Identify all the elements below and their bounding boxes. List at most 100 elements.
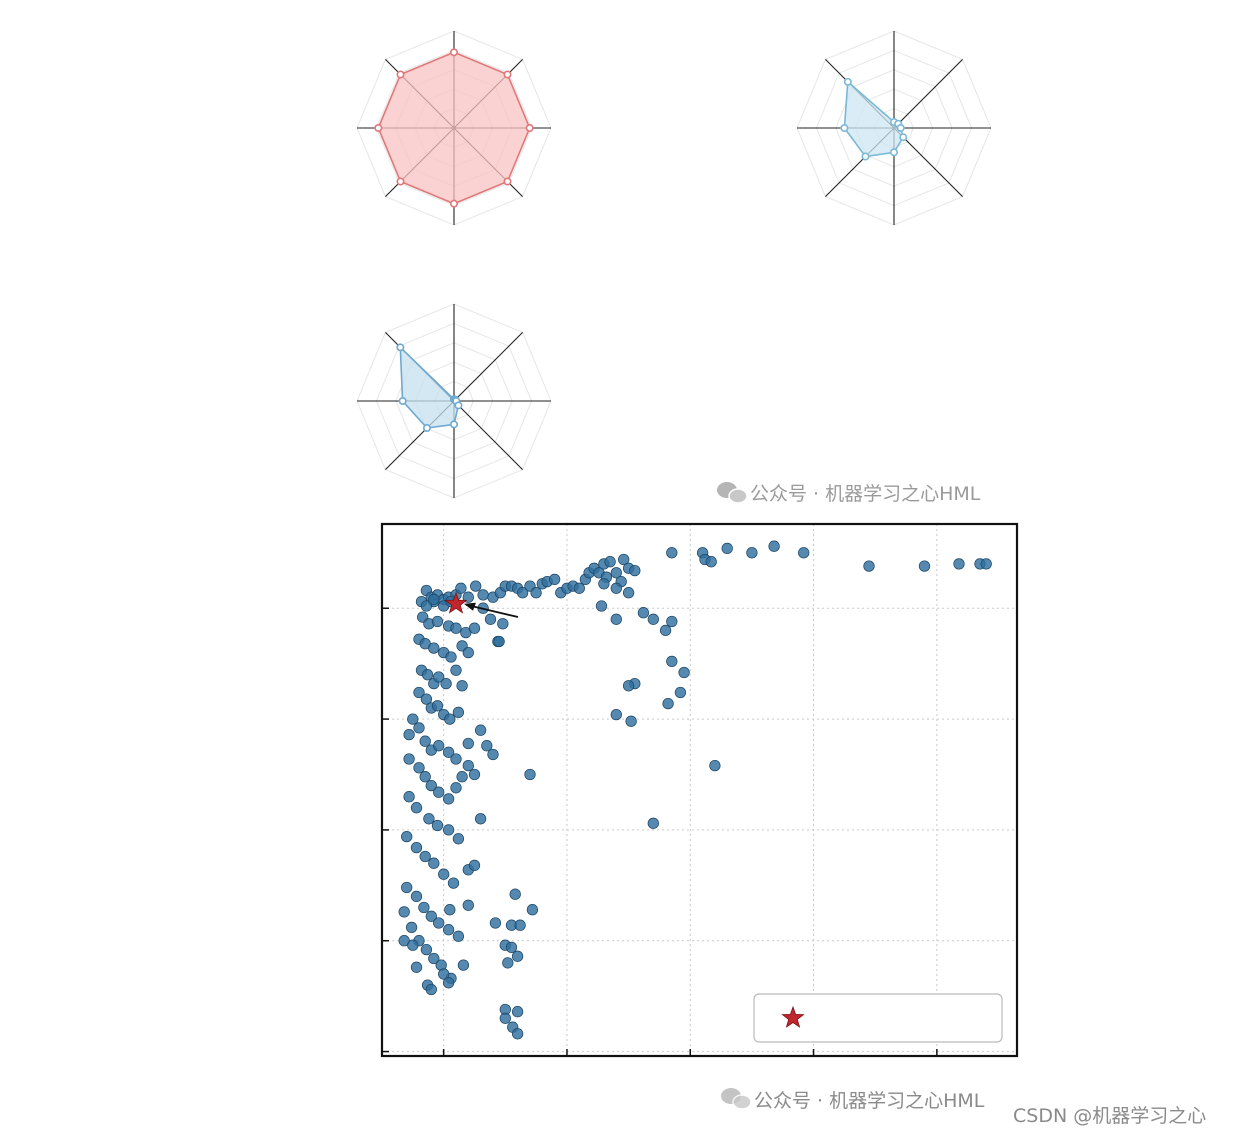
radar-data-point-xgboost [525, 124, 534, 133]
legend-box [753, 993, 1003, 1043]
scatter-point [468, 859, 481, 872]
scatter-point [622, 587, 635, 599]
scatter-point [442, 746, 455, 758]
scatter-point [709, 759, 721, 772]
radar-spoke [453, 332, 523, 402]
wechat-icon [721, 1088, 752, 1110]
scatter-point [420, 600, 433, 612]
scatter-point [573, 582, 585, 594]
scatter-point [548, 573, 561, 586]
scatter-point [450, 782, 462, 794]
radar-chart-mae [356, 303, 552, 499]
scatter-point [421, 669, 434, 681]
scatter-point [462, 646, 474, 659]
scatter-point [918, 560, 931, 572]
scatter-point [407, 713, 419, 725]
scatter-point [493, 635, 505, 648]
scatter-point [678, 666, 690, 679]
scatter-point [625, 715, 637, 727]
scatter-point [481, 740, 493, 752]
scatter-point [798, 547, 810, 559]
scatter-point [403, 728, 415, 741]
radar-data-point-catboost [449, 48, 458, 57]
scatter-point [413, 722, 425, 734]
scatter-point [509, 888, 521, 900]
plot-frame [380, 522, 1019, 1058]
scatter-point [410, 802, 423, 814]
scatter-point [477, 589, 489, 601]
scatter-point [423, 813, 435, 825]
scatter-point [452, 706, 465, 719]
scatter-point [452, 930, 465, 942]
scatter-point [442, 924, 455, 936]
scatter-point [462, 899, 474, 911]
radar-chart-rmse [796, 30, 992, 226]
scatter-point [462, 759, 474, 772]
watermark-bottom: 公众号 · 机器学习之心HML [721, 1088, 985, 1112]
scatter-point [405, 921, 418, 934]
scatter-point [419, 735, 431, 747]
radar-data-point-svr [899, 133, 908, 142]
scatter-point [410, 961, 423, 973]
scatter-point [618, 553, 630, 566]
radar-data-point-svr [454, 401, 463, 410]
radar-data-area [399, 345, 460, 429]
radar-data-point-ridge [396, 343, 405, 352]
scatter-point [433, 671, 445, 683]
scatter-point [705, 556, 717, 568]
scatter-point [403, 753, 415, 765]
scatter-point [610, 567, 622, 579]
scatter-point [438, 868, 450, 880]
annotation-arrow-head [463, 602, 476, 611]
scatter-point [433, 740, 445, 752]
scatter-point [666, 547, 678, 559]
scatter-point [768, 540, 780, 552]
scatter-point [462, 737, 474, 750]
scatter-point [489, 917, 502, 929]
scatter-point [418, 901, 430, 914]
radar-data-point-svr [503, 177, 512, 186]
scatter-point [440, 677, 452, 690]
scatter-point [431, 615, 444, 628]
scatter-point [442, 977, 455, 989]
scatter-point [499, 1012, 511, 1024]
scatter-point [419, 850, 431, 863]
scatter-point [511, 1028, 524, 1040]
scatter-point [721, 542, 733, 555]
scatter-point [511, 950, 524, 962]
scatter-point [629, 564, 641, 577]
scatter-point [674, 686, 687, 699]
scatter-point [953, 558, 965, 570]
scatter-point [662, 697, 674, 710]
scatter-point [428, 857, 440, 869]
scatter-point [403, 791, 415, 803]
radar-spoke [893, 59, 963, 129]
scatter-point [410, 890, 423, 903]
scatter-point [457, 959, 470, 971]
scatter-point [401, 881, 413, 894]
scatter-point [398, 906, 410, 918]
watermark-bottom-text: 公众号 · 机器学习之心HML [754, 1090, 985, 1112]
scatter-point [413, 686, 425, 699]
scatter-point [425, 910, 437, 922]
scatter-point [484, 613, 497, 625]
best-solution-star-marker [444, 591, 468, 614]
radar-data-point-rf [396, 177, 405, 186]
scatter-point [511, 1006, 524, 1018]
scatter-point [442, 824, 455, 836]
scatter-point [462, 591, 474, 603]
scatter-point [647, 613, 659, 625]
scatter-point [502, 957, 514, 969]
scatter-point [666, 655, 678, 668]
scatter-point [637, 607, 650, 619]
scatter-point [524, 768, 536, 781]
scatter-point [505, 941, 518, 954]
scatter-point [445, 651, 457, 663]
scatter-point [514, 919, 526, 931]
scatter-point [442, 793, 455, 805]
scatter-point [419, 771, 431, 783]
scatter-point [622, 680, 635, 692]
scatter-point [746, 547, 758, 559]
scatter-point [425, 983, 437, 996]
